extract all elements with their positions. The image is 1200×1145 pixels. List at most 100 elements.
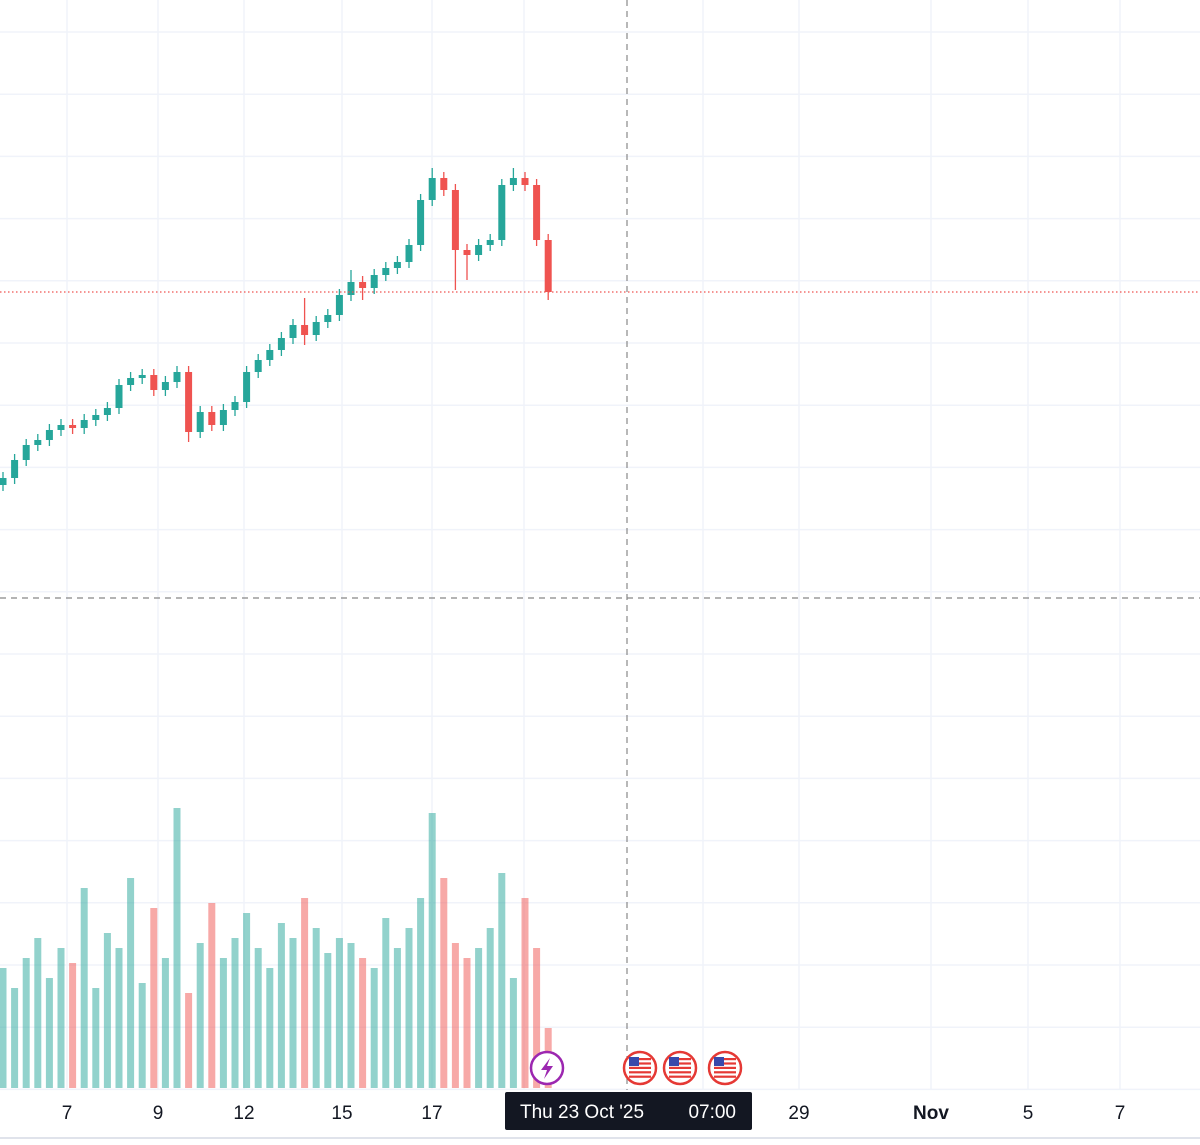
volume-bar xyxy=(103,933,111,1088)
x-axis-label: 12 xyxy=(233,1103,254,1124)
candle-body xyxy=(509,178,517,185)
crosshair-date: Thu 23 Oct '25 xyxy=(520,1102,644,1123)
volume-bar xyxy=(289,938,297,1088)
volume-bar xyxy=(463,958,471,1088)
candle-body xyxy=(138,375,146,378)
candle-body xyxy=(127,378,135,385)
candle-body xyxy=(521,178,529,185)
candle-body xyxy=(266,350,274,360)
volume-bar xyxy=(127,878,135,1088)
volume-bar xyxy=(115,948,123,1088)
candle-body xyxy=(533,185,541,240)
candle-body xyxy=(57,425,65,430)
flag-stripe xyxy=(669,1071,691,1074)
volume-bar xyxy=(138,983,146,1088)
candle-body xyxy=(11,460,19,478)
candle-body xyxy=(347,282,355,295)
volume-bar xyxy=(301,898,309,1088)
volume-bar xyxy=(498,873,506,1088)
flag-stripe xyxy=(714,1062,736,1065)
marks xyxy=(0,168,1200,1088)
crosshair-time: 07:00 xyxy=(688,1102,736,1123)
volume-bar xyxy=(277,923,285,1088)
x-axis-label: 17 xyxy=(421,1103,442,1124)
flag-stripe xyxy=(669,1062,691,1065)
candle-body xyxy=(428,178,436,200)
volume-bar xyxy=(521,898,529,1088)
crosshair-label-box xyxy=(505,1092,752,1130)
x-axis-label: 15 xyxy=(331,1103,352,1124)
volume-bar xyxy=(417,898,425,1088)
candle-body xyxy=(150,375,158,390)
candle-body xyxy=(544,240,552,292)
candle-body xyxy=(463,250,471,255)
candle-body xyxy=(312,322,320,335)
volume-bar xyxy=(347,943,355,1088)
flag-stripe xyxy=(629,1058,651,1061)
volume-bar xyxy=(324,953,332,1088)
candle-body xyxy=(382,268,390,275)
volume-bar xyxy=(92,988,100,1088)
candle-body xyxy=(115,385,123,408)
x-axis-label: 5 xyxy=(1023,1103,1034,1124)
candle-body xyxy=(69,425,77,428)
volume-bar xyxy=(196,943,204,1088)
flag-stripe xyxy=(629,1075,651,1078)
volume-bar xyxy=(254,948,262,1088)
candle-body xyxy=(34,440,42,445)
volume-bar xyxy=(393,948,401,1088)
flag-stripe xyxy=(714,1066,736,1069)
volume-bar xyxy=(208,903,216,1088)
flag-stripe xyxy=(669,1066,691,1069)
candle-body xyxy=(185,372,193,432)
x-axis-label: Nov xyxy=(913,1103,949,1124)
candle-body xyxy=(254,360,262,372)
volume-bar xyxy=(22,958,30,1088)
candle-body xyxy=(475,245,483,255)
candle-body xyxy=(92,415,100,420)
volume-bar xyxy=(533,948,541,1088)
candle-body xyxy=(208,412,216,425)
candle-body xyxy=(196,412,204,432)
volume-bar xyxy=(173,808,181,1088)
candle-body xyxy=(405,245,413,262)
volume-bar xyxy=(428,813,436,1088)
candle-body xyxy=(335,295,343,315)
x-axis-label: 9 xyxy=(153,1103,164,1124)
volume-bar xyxy=(359,958,367,1088)
candle-body xyxy=(370,275,378,288)
candle-body xyxy=(161,382,169,390)
flag-stripe xyxy=(629,1066,651,1069)
event-lightning[interactable] xyxy=(529,1050,565,1086)
volume-bar xyxy=(34,938,42,1088)
candle-body xyxy=(301,325,309,335)
volume-bar xyxy=(509,978,517,1088)
volume-bar xyxy=(0,968,7,1088)
flag-stripe xyxy=(714,1075,736,1078)
candle-body xyxy=(173,372,181,382)
volume-bar xyxy=(11,988,19,1088)
volume-bar xyxy=(45,978,53,1088)
candle-body xyxy=(451,190,459,250)
candle-body xyxy=(277,338,285,350)
volume-bar xyxy=(150,908,158,1088)
x-axis-label: 29 xyxy=(788,1103,809,1124)
candle-body xyxy=(359,282,367,288)
candle-body xyxy=(393,262,401,268)
volume-bar xyxy=(69,963,77,1088)
volume-bar xyxy=(231,938,239,1088)
volume-bar xyxy=(335,938,343,1088)
flag-stripe xyxy=(669,1075,691,1078)
flag-canton xyxy=(629,1057,639,1066)
flag-canton xyxy=(714,1057,724,1066)
event-flags[interactable] xyxy=(622,1050,743,1086)
flag-stripe xyxy=(669,1058,691,1061)
volume-bar xyxy=(185,993,193,1088)
volume-bar xyxy=(266,968,274,1088)
candle-body xyxy=(231,402,239,410)
volume-bar xyxy=(475,948,483,1088)
candle-body xyxy=(440,178,448,190)
flag-stripe xyxy=(629,1062,651,1065)
candle-body xyxy=(498,185,506,240)
